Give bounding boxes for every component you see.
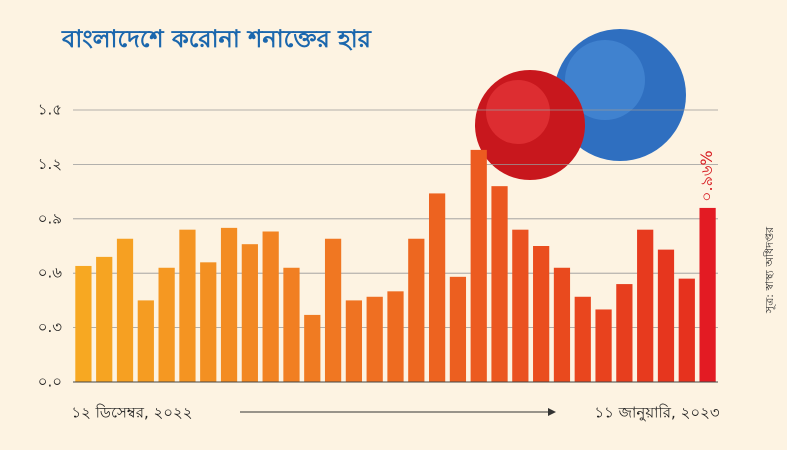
bar: [699, 207, 716, 382]
bar: [304, 314, 321, 382]
bar: [366, 296, 383, 382]
bar: [387, 291, 404, 382]
bar: [241, 244, 258, 382]
x-tick-label: ১১ জানুয়ারি, ২০২৩: [594, 404, 719, 422]
bar: [116, 238, 134, 382]
bar: [553, 267, 571, 382]
bar: [428, 193, 446, 382]
y-tick-label: ০.৯: [38, 209, 62, 227]
y-tick-label: ০.৩: [38, 318, 63, 336]
chart-title: বাংলাদেশে করোনা শনাক্তের হার: [61, 25, 372, 53]
bar: [678, 278, 695, 382]
bar: [345, 300, 363, 382]
bar: [200, 262, 217, 382]
bar: [657, 249, 675, 382]
bar: [491, 186, 508, 382]
bar: [637, 229, 654, 382]
bar: [220, 227, 238, 382]
source: সূত্র: স্বাস্থ্য অধিদপ্তর: [763, 226, 776, 314]
bar: [283, 267, 300, 382]
bar: [262, 231, 279, 382]
bar: [470, 149, 487, 382]
bar: [574, 296, 591, 382]
bar: [595, 309, 612, 382]
y-tick-label: ০.০: [38, 373, 62, 391]
arrow-head: [548, 408, 556, 416]
value-label: ০.৯৬%: [697, 150, 716, 201]
bar: [408, 238, 425, 382]
bar: [75, 265, 92, 382]
virus-decoration: [475, 29, 686, 180]
bar: [449, 276, 467, 382]
y-tick-label: ০.৬: [38, 264, 63, 282]
x-tick-label: ১২ ডিসেম্বর, ২০২২: [71, 404, 192, 422]
bar: [179, 229, 196, 382]
bar: [96, 256, 113, 382]
bar: [324, 238, 342, 382]
bar: [616, 284, 633, 382]
bar: [137, 300, 154, 382]
bar: [158, 267, 175, 382]
bar: [533, 246, 550, 382]
y-tick-label: ১.৫: [38, 101, 62, 119]
bar: [512, 229, 529, 382]
y-tick-label: ১.২: [38, 155, 62, 173]
